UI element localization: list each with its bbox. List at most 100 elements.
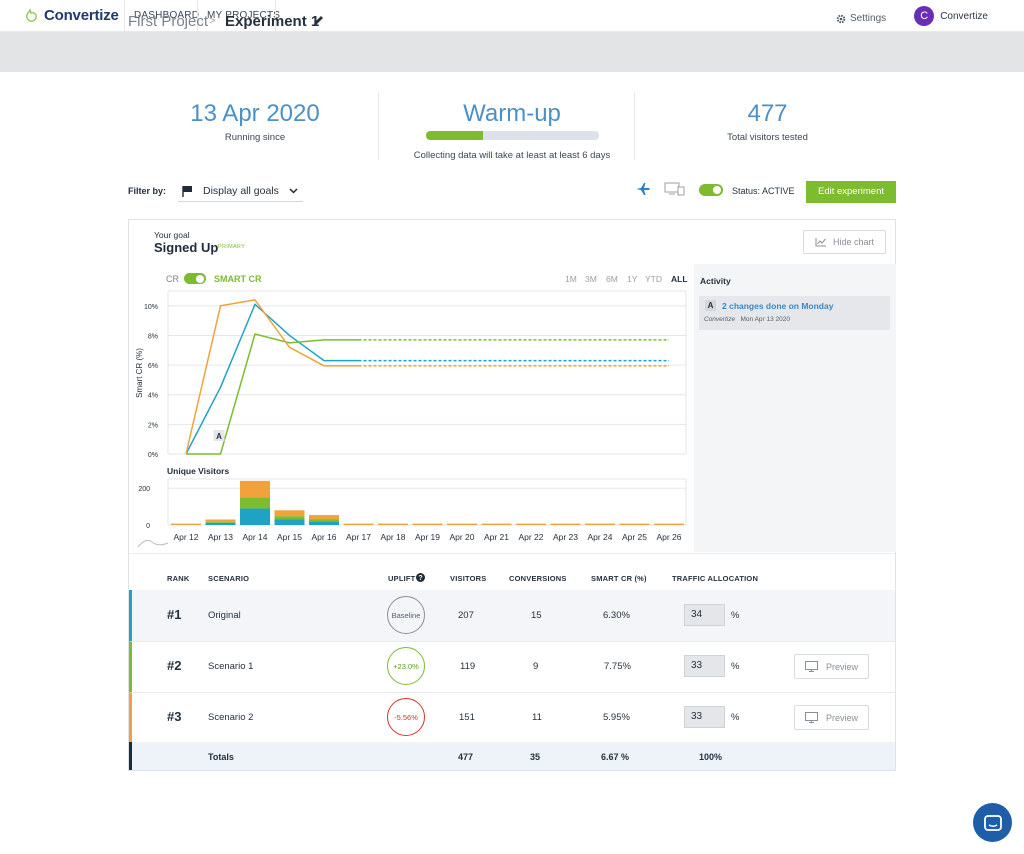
- traffic-allocation-input[interactable]: 33: [684, 655, 725, 677]
- totals-visitors: 477: [458, 752, 474, 762]
- row-scenario: Scenario 2: [208, 712, 254, 723]
- annotation-marker: [213, 430, 225, 441]
- smart-cr-toggle[interactable]: [184, 273, 206, 284]
- smart-cr-toggle-label: SMART CR: [214, 274, 262, 284]
- visitors-value: 477: [747, 100, 788, 127]
- bar-scenario-2: [240, 480, 270, 498]
- activity-badge: A: [705, 300, 716, 311]
- status-text: Status: ACTIVE: [732, 186, 795, 196]
- row-rank: #1: [167, 607, 182, 622]
- y-tick-label: 0: [146, 523, 150, 530]
- edit-experiment-button[interactable]: Edit experiment: [806, 181, 896, 203]
- y-tick-label: 10%: [144, 304, 158, 311]
- stat-visitors: 477 Total visitors tested: [700, 100, 835, 143]
- bar-scenario-1: [274, 516, 305, 520]
- x-tick-label: Apr 21: [484, 532, 509, 542]
- bar-scenario-1: [205, 521, 236, 523]
- bar-scenario-2: [309, 515, 339, 520]
- breadcrumb-project[interactable]: First Project: [128, 13, 209, 30]
- range-1y[interactable]: 1Y: [627, 274, 638, 284]
- bar-scenario-2: [585, 523, 615, 525]
- airplane-icon[interactable]: [635, 182, 651, 196]
- conversion-charts: 0% 2% 4% 6% 8% 10% Smart CR (%) A Unique Visitor…: [135, 290, 687, 548]
- experiment-active-toggle[interactable]: [699, 184, 723, 196]
- bar-scenario-2: [619, 523, 650, 525]
- breadcrumb-experiment: Experiment 1: [225, 13, 320, 30]
- bar-chart-title: Unique Visitors: [167, 466, 229, 476]
- allocation-unit: %: [731, 661, 740, 672]
- nav-my-projects[interactable]: MY PROJECTS: [207, 10, 281, 21]
- row-visitors: 119: [460, 661, 476, 672]
- goal-filter-select[interactable]: Display all goals: [178, 180, 303, 202]
- x-tick-label: Apr 22: [518, 532, 543, 542]
- chat-launcher-button[interactable]: [973, 803, 1012, 842]
- hide-chart-button[interactable]: Hide chart: [803, 230, 886, 254]
- row-smart-cr: 6.30%: [603, 610, 630, 621]
- x-tick-label: Apr 16: [311, 532, 336, 542]
- range-1m[interactable]: 1M: [565, 274, 577, 284]
- col-smart-cr: SMART CR (%): [591, 574, 647, 583]
- bar-original: [274, 519, 305, 525]
- row-smart-cr: 5.95%: [603, 712, 630, 723]
- help-icon[interactable]: ?: [416, 573, 425, 582]
- range-all[interactable]: ALL: [671, 274, 688, 284]
- row-conversions: 11: [532, 712, 542, 723]
- y-tick-label: 6%: [148, 363, 158, 370]
- traffic-allocation-input[interactable]: 33: [684, 706, 725, 728]
- breadcrumb-separator: >: [209, 15, 216, 27]
- nav-divider: [197, 0, 198, 32]
- devices-icon[interactable]: [664, 182, 686, 196]
- x-tick-label: Apr 13: [208, 532, 233, 542]
- filter-label: Filter by:: [128, 186, 167, 196]
- activity-item-title[interactable]: 2 changes done on Monday: [722, 301, 834, 311]
- row-conversions: 9: [533, 661, 539, 672]
- user-name: Convertize: [940, 10, 988, 22]
- table-row: [129, 590, 895, 641]
- bar-scenario-2: [447, 523, 477, 525]
- row-conversions: 15: [531, 610, 542, 621]
- col-visitors: VISITORS: [450, 574, 487, 583]
- goal-primary-tag: PRIMARY: [218, 244, 246, 250]
- uplift-badge: +23.0%: [387, 647, 425, 685]
- chevron-down-icon: [289, 187, 298, 194]
- col-rank: RANK: [167, 574, 190, 583]
- goal-name: Signed Up: [154, 240, 219, 255]
- preview-button[interactable]: Preview: [794, 654, 869, 679]
- bar-original: [240, 508, 270, 525]
- flag-icon: [182, 185, 192, 197]
- traffic-allocation-input[interactable]: 34: [684, 604, 725, 626]
- range-6m[interactable]: 6M: [606, 274, 618, 284]
- activity-author: Convertize: [704, 316, 736, 323]
- bar-original: [309, 521, 339, 525]
- totals-row: [129, 742, 895, 770]
- phase-label: Collecting data will take at least at le…: [413, 150, 611, 161]
- monitor-icon: [804, 712, 818, 723]
- range-ytd[interactable]: YTD: [645, 274, 662, 284]
- bar-original: [205, 522, 236, 525]
- preview-label: Preview: [825, 661, 858, 672]
- nav-divider: [275, 0, 276, 32]
- app-logo[interactable]: Convertize: [24, 7, 119, 24]
- activity-date: Mon Apr 13 2020: [740, 316, 791, 323]
- series-line-scenario-1: [186, 333, 359, 455]
- warm-up-progress-fill: [426, 131, 484, 140]
- bar-scenario-2: [171, 523, 201, 525]
- settings-button[interactable]: Settings: [836, 13, 886, 24]
- allocation-unit: %: [731, 610, 740, 621]
- col-traffic-allocation: TRAFFIC ALLOCATION: [672, 574, 759, 583]
- hide-chart-label: Hide chart: [832, 237, 875, 247]
- phase-value: Warm-up: [463, 100, 561, 127]
- x-tick-label: Apr 17: [346, 532, 371, 542]
- uplift-badge: Baseline: [387, 596, 425, 634]
- table-row: [129, 692, 895, 743]
- nav-dashboard[interactable]: DASHBOARD: [134, 10, 200, 21]
- activity-item[interactable]: [699, 296, 890, 330]
- range-3m[interactable]: 3M: [585, 274, 597, 284]
- edit-pencil-icon[interactable]: [312, 14, 325, 27]
- divider: [129, 553, 895, 554]
- preview-button[interactable]: Preview: [794, 705, 869, 730]
- line-chart-icon: [815, 238, 826, 247]
- stat-divider: [378, 92, 379, 160]
- preview-label: Preview: [825, 712, 858, 723]
- user-menu[interactable]: C Convertize: [914, 6, 988, 26]
